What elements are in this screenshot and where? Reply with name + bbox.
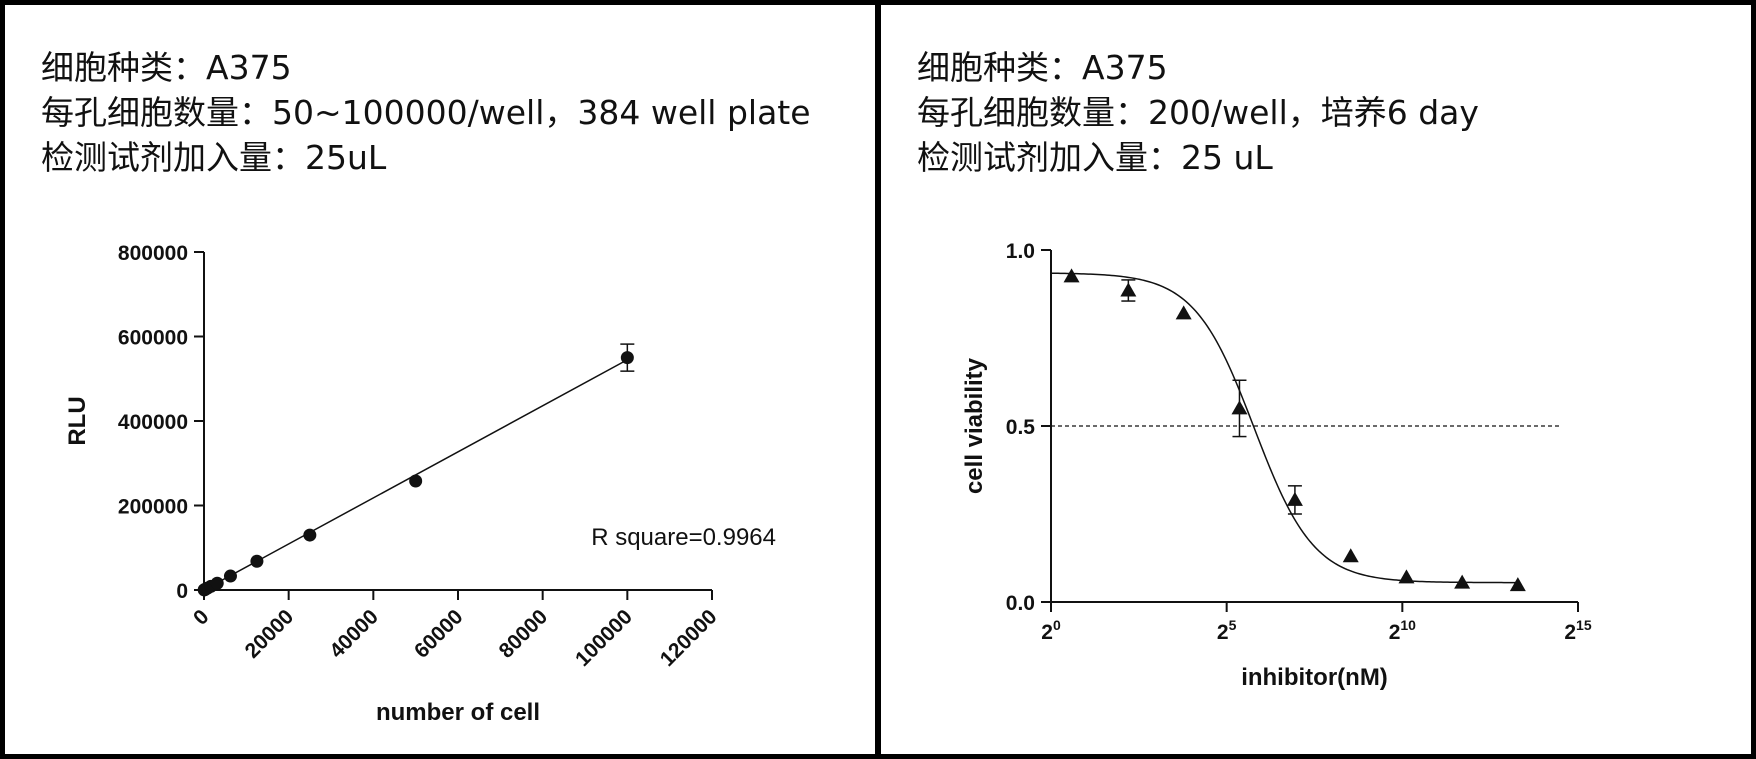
fit-curve bbox=[1050, 272, 1518, 584]
left-header-line-3: 检测试剂加入量：25uL bbox=[41, 138, 387, 177]
y-axis-label: cell viability bbox=[961, 357, 988, 494]
data-point bbox=[409, 474, 423, 488]
x-tick-base: 2 bbox=[1217, 621, 1229, 644]
y-tick-label: 1.0 bbox=[1006, 240, 1035, 263]
data-point bbox=[1398, 569, 1415, 584]
data-point bbox=[620, 351, 634, 365]
x-tick-base: 2 bbox=[1389, 621, 1401, 644]
data-point bbox=[1342, 548, 1359, 563]
x-tick-label: 100000 bbox=[571, 605, 637, 671]
x-tick-exponent: 10 bbox=[1400, 617, 1416, 633]
right-header-line-3: 检测试剂加入量：25 uL bbox=[917, 138, 1273, 177]
x-tick-exponent: 15 bbox=[1576, 617, 1592, 633]
x-tick-base: 2 bbox=[1041, 621, 1053, 644]
x-tick-exponent: 0 bbox=[1053, 617, 1061, 633]
data-point bbox=[210, 576, 224, 590]
data-point bbox=[1120, 282, 1137, 297]
x-tick-exponent: 5 bbox=[1229, 617, 1237, 633]
right-header-line-1: 细胞种类：A375 bbox=[917, 48, 1168, 87]
left-header: 细胞种类：A375 每孔细胞数量：50~100000/well，384 well… bbox=[41, 45, 811, 180]
x-tick-label: 215 bbox=[1564, 617, 1591, 644]
data-point bbox=[250, 554, 264, 568]
data-point bbox=[223, 569, 237, 583]
y-tick-label: 800000 bbox=[118, 242, 188, 265]
left-header-line-2: 每孔细胞数量：50~100000/well，384 well plate bbox=[41, 93, 811, 132]
x-axis-label: number of cell bbox=[376, 699, 540, 726]
data-point bbox=[1286, 491, 1303, 506]
rlu-vs-cell-chart: 0 200000 400000 600000 800000 0 20000 40000 6000… bbox=[64, 242, 776, 726]
right-header: 细胞种类：A375 每孔细胞数量：200/well，培养6 day 检测试剂加入… bbox=[917, 45, 1479, 180]
x-tick-label: 40000 bbox=[325, 605, 383, 663]
left-panel: 细胞种类：A375 每孔细胞数量：50~100000/well，384 well… bbox=[0, 0, 880, 759]
data-point bbox=[1175, 305, 1192, 320]
y-tick-label: 0 bbox=[176, 580, 188, 603]
right-panel: 细胞种类：A375 每孔细胞数量：200/well，培养6 day 检测试剂加入… bbox=[876, 0, 1756, 759]
x-axis-label: inhibitor(nM) bbox=[1241, 664, 1388, 691]
x-tick-label: 25 bbox=[1217, 617, 1237, 644]
x-tick-base: 2 bbox=[1564, 621, 1576, 644]
y-tick-label: 200000 bbox=[118, 496, 188, 519]
y-tick-label: 0.0 bbox=[1006, 592, 1035, 615]
x-tick-label: 120000 bbox=[656, 605, 722, 671]
x-tick-label: 20000 bbox=[241, 605, 299, 663]
x-tick-label: 60000 bbox=[410, 605, 468, 663]
data-point bbox=[303, 528, 317, 542]
y-tick-label: 0.5 bbox=[1006, 416, 1036, 439]
x-tick-label: 20 bbox=[1041, 617, 1061, 644]
data-point bbox=[1063, 268, 1080, 283]
r-square-annotation: R square=0.9964 bbox=[591, 524, 776, 551]
data-point bbox=[1231, 400, 1248, 415]
x-tick-label: 0 bbox=[189, 605, 214, 630]
right-header-line-2: 每孔细胞数量：200/well，培养6 day bbox=[917, 93, 1479, 132]
y-tick-label: 600000 bbox=[118, 327, 188, 350]
x-tick-label: 80000 bbox=[495, 605, 553, 663]
data-point bbox=[1509, 577, 1526, 592]
data-point bbox=[1454, 574, 1471, 589]
left-header-line-1: 细胞种类：A375 bbox=[41, 48, 292, 87]
x-tick-label: 210 bbox=[1389, 617, 1416, 644]
y-tick-label: 400000 bbox=[118, 411, 188, 434]
y-axis-label: RLU bbox=[64, 396, 91, 445]
